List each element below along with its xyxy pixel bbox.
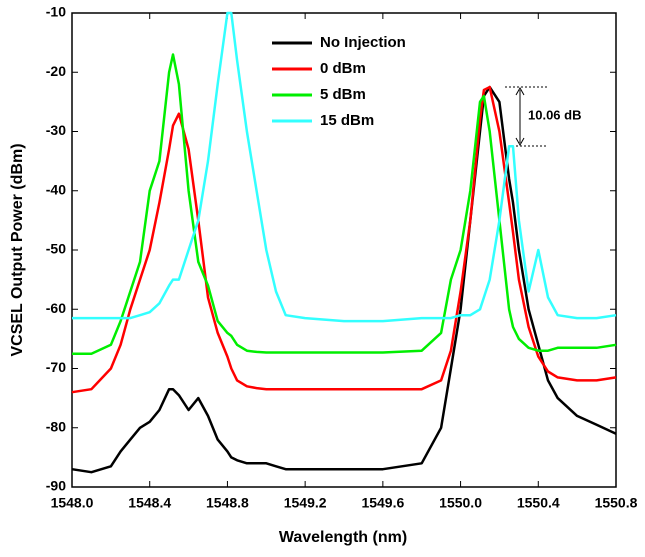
annotation-marker [505, 86, 548, 147]
legend-label: No Injection [320, 34, 406, 51]
x-axis-label: Wavelength (nm) [279, 529, 407, 546]
legend-label: 15 dBm [320, 112, 374, 129]
series-line [71, 85, 617, 394]
legend-label: 0 dBm [320, 60, 366, 77]
y-tick-label: -60 [46, 300, 66, 316]
y-tick-label: -40 [46, 181, 66, 197]
y-axis-label: VCSEL Output Power (dBm) [9, 143, 26, 356]
y-tick-label: -20 [46, 63, 66, 79]
x-tick-label: 1550.4 [517, 495, 560, 511]
y-tick-label: -10 [46, 4, 66, 20]
x-tick-label: 1548.8 [206, 495, 249, 511]
x-tick-label: 1549.6 [361, 495, 404, 511]
x-tick-label: 1550.8 [595, 495, 638, 511]
x-tick-label: 1549.2 [284, 495, 327, 511]
y-tick-label: -50 [46, 241, 66, 257]
series-line [72, 53, 617, 355]
x-tick-label: 1548.0 [51, 495, 94, 511]
y-tick-label: -90 [46, 478, 66, 494]
y-tick-label: -70 [46, 359, 66, 375]
plot-frame [71, 12, 617, 488]
y-tick-label: -80 [46, 418, 66, 434]
series-line [71, 85, 617, 474]
x-tick-label: 1550.0 [439, 495, 482, 511]
legend-label: 5 dBm [320, 86, 366, 103]
series-line [72, 11, 617, 323]
annotation-arrowheads [515, 86, 525, 147]
x-tick-label: 1548.4 [128, 495, 171, 511]
annotation: 10.06 dB [528, 107, 581, 122]
y-tick-label: -30 [46, 122, 66, 138]
